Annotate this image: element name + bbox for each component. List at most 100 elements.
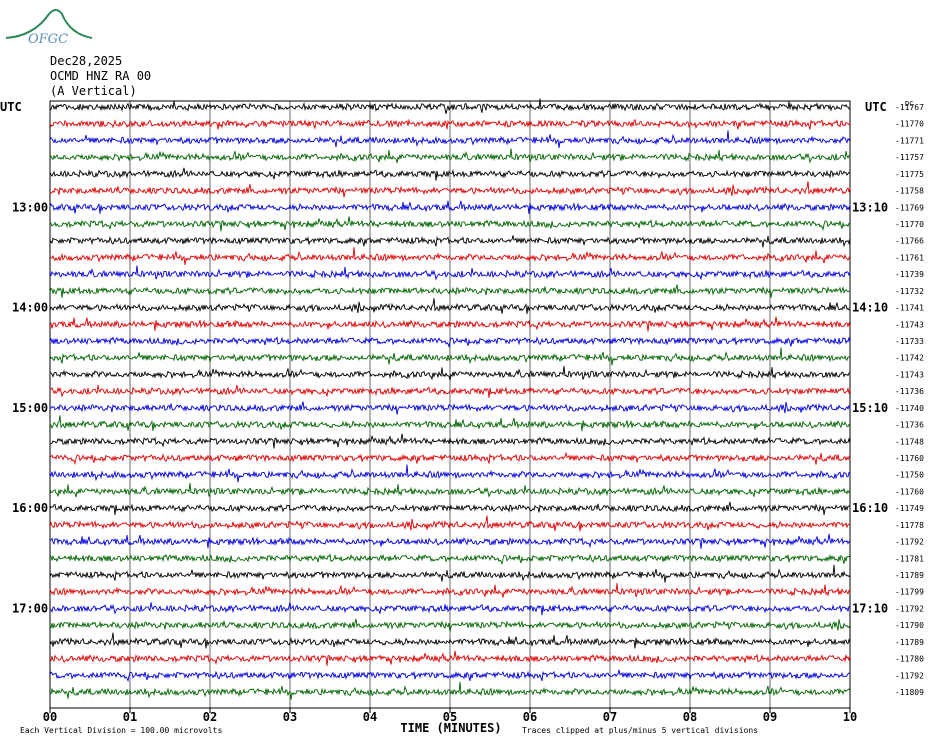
trace-line [49, 415, 851, 432]
trace-offset-label: -11739 [895, 270, 924, 279]
trace-offset-label: -11742 [895, 354, 924, 363]
trace-offset-label: -11789 [895, 571, 924, 580]
trace-line [49, 148, 851, 164]
trace-line [49, 167, 851, 181]
trace-offset-label: -11766 [895, 237, 924, 246]
trace-line [49, 618, 851, 632]
trace-offset-label: -11781 [895, 554, 924, 563]
trace-line [49, 401, 851, 415]
trace-line [49, 130, 851, 149]
trace-line [49, 200, 851, 214]
trace-offset-label: -11743 [895, 320, 924, 329]
trace-line [49, 235, 851, 248]
x-tick-label: 06 [523, 710, 537, 724]
trace-offset-label: -11750 [895, 471, 924, 480]
trace-line [49, 347, 851, 366]
trace-line [49, 515, 851, 532]
x-tick-label: 04 [363, 710, 377, 724]
trace-line [49, 650, 851, 666]
x-tick-label: 00 [43, 710, 57, 724]
header-component: (A Vertical) [50, 84, 137, 98]
logo-text: OFGC [28, 32, 69, 47]
left-hour-label: 13:00 [12, 200, 48, 214]
x-tick-label: 10 [843, 710, 857, 724]
trace-line [49, 681, 851, 700]
trace-line [49, 533, 851, 549]
x-tick-label: 03 [283, 710, 297, 724]
trace-offset-label: -11769 [895, 203, 924, 212]
trace-offset-label: -11741 [895, 304, 924, 313]
x-tick-label: 08 [683, 710, 697, 724]
trace-offset-label: -11771 [895, 136, 924, 145]
trace-offset-label: -11792 [895, 671, 924, 680]
trace-line [49, 265, 851, 281]
trace-offset-label: -11790 [895, 621, 924, 630]
right-utc-label: UTC [865, 100, 887, 114]
x-tick-label: 05 [443, 710, 457, 724]
trace-offset-label: -11758 [895, 187, 924, 196]
x-tick-label: 09 [763, 710, 777, 724]
trace-offset-label: -11733 [895, 337, 924, 346]
trace-offset-label: -11789 [895, 638, 924, 647]
trace-offset-label: -11748 [895, 437, 924, 446]
trace-line [49, 118, 851, 130]
footer-clip-note: Traces clipped at plus/minus 5 vertical … [522, 726, 758, 735]
trace-line [50, 452, 851, 465]
trace-line [49, 553, 851, 566]
trace-offset-label: -11749 [895, 504, 924, 513]
trace-line [49, 98, 851, 114]
left-hour-label: 16:00 [12, 501, 48, 515]
header-station: OCMD HNZ RA 00 [50, 69, 152, 83]
right-hour-label: 13:10 [852, 200, 888, 214]
dc-label: DC [905, 100, 913, 108]
x-tick-label: 07 [603, 710, 617, 724]
trace-line [49, 602, 850, 616]
trace-offset-label: -11761 [895, 253, 924, 262]
header-date: Dec28,2025 [50, 54, 123, 68]
trace-offset-label: -11757 [895, 153, 924, 162]
trace-line [49, 464, 851, 483]
trace-line [49, 365, 851, 381]
trace-offset-label: -11780 [895, 655, 924, 664]
trace-offset-label: -11770 [895, 120, 924, 129]
logo-mark-icon [5, 9, 93, 39]
logo: OFGC [4, 4, 94, 48]
trace-line [49, 216, 851, 232]
right-hour-label: 15:10 [852, 401, 888, 415]
x-tick-label: 01 [123, 710, 137, 724]
trace-offset-label: -11767 [895, 103, 924, 112]
trace-line [49, 181, 851, 198]
x-tick-label: 02 [203, 710, 217, 724]
trace-line [49, 632, 851, 649]
trace-offset-label: -11736 [895, 387, 924, 396]
trace-offset-label: -11770 [895, 220, 924, 229]
right-hour-label: 17:10 [852, 601, 888, 615]
trace-line [49, 583, 851, 598]
left-hour-label: 14:00 [12, 301, 48, 315]
left-hour-label: 15:00 [12, 401, 48, 415]
right-hour-label: 16:10 [852, 501, 888, 515]
left-hour-label: 17:00 [12, 601, 48, 615]
trace-line [49, 501, 851, 515]
trace-offset-label: -11778 [895, 521, 924, 530]
trace-line [49, 669, 851, 683]
right-hour-label: 14:10 [852, 301, 888, 315]
trace-line [49, 336, 851, 348]
trace-line [49, 247, 851, 266]
trace-offset-label: -11760 [895, 487, 924, 496]
trace-offset-label: -11775 [895, 170, 924, 179]
trace-line [49, 564, 851, 583]
trace-line [49, 284, 850, 298]
trace-offset-label: -11760 [895, 454, 924, 463]
trace-line [49, 316, 851, 332]
x-axis-label: TIME (MINUTES) [400, 721, 501, 735]
trace-offset-label: -11740 [895, 404, 924, 413]
trace-line [49, 384, 851, 398]
trace-line [49, 433, 851, 449]
trace-offset-label: -11792 [895, 604, 924, 613]
trace-offset-label: -11799 [895, 588, 924, 597]
trace-offset-label: -11732 [895, 287, 924, 296]
trace-line [49, 482, 851, 498]
trace-offset-label: -11736 [895, 421, 924, 430]
